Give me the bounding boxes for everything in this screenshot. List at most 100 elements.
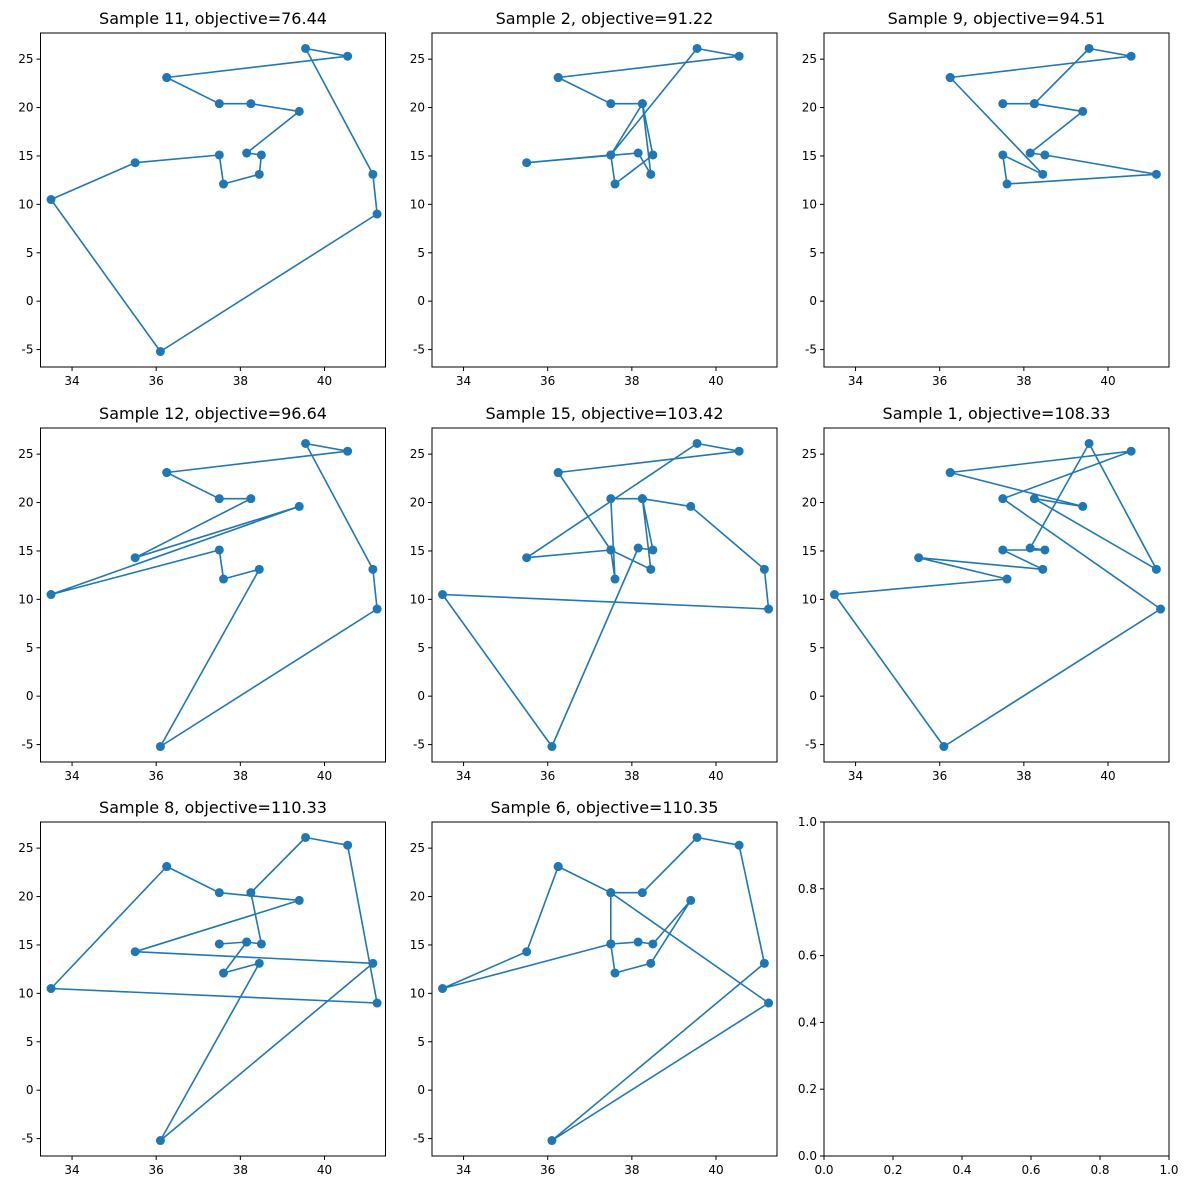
- axes-frame: [431, 821, 778, 1157]
- city-point: [214, 545, 224, 555]
- tour-path: [441, 836, 770, 1142]
- x-tick-label: 40: [317, 1163, 332, 1177]
- y-tick-label: 15: [410, 544, 425, 558]
- city-point: [1038, 564, 1048, 574]
- x-tick-label: 34: [456, 374, 471, 388]
- city-point: [830, 590, 840, 600]
- city-point: [343, 446, 353, 456]
- city-point: [610, 968, 620, 978]
- city-point: [734, 840, 744, 850]
- x-tick-label: 0.2: [883, 1163, 902, 1177]
- x-tick-label: 36: [540, 374, 555, 388]
- city-point: [646, 958, 656, 968]
- city-point: [1156, 604, 1166, 614]
- x-tick-label: 34: [64, 769, 79, 783]
- y-tick-label: 15: [18, 544, 33, 558]
- city-point: [214, 150, 224, 160]
- city-point: [254, 169, 264, 179]
- city-point: [764, 998, 774, 1008]
- y-tick-label: 0.4: [798, 1015, 817, 1029]
- tour-path: [949, 47, 1158, 185]
- city-point: [1126, 51, 1136, 61]
- city-point: [764, 604, 774, 614]
- city-point: [637, 888, 647, 898]
- axes-frame: [431, 32, 778, 368]
- city-point: [294, 106, 304, 116]
- city-point: [155, 347, 165, 357]
- y-tick-label: 25: [410, 52, 425, 66]
- city-point: [1078, 106, 1088, 116]
- city-point: [246, 888, 256, 898]
- city-point: [646, 169, 656, 179]
- city-point: [734, 51, 744, 61]
- panel-title: Sample 8, objective=110.33: [99, 798, 327, 817]
- city-point: [734, 446, 744, 456]
- city-point: [646, 564, 656, 574]
- city-point: [301, 43, 311, 53]
- city-point: [633, 148, 643, 158]
- subplot-5: Sample 15, objective=103.42 34 36 38 40 -5 0 5 1…: [410, 404, 778, 783]
- tour-path: [441, 442, 770, 748]
- axes-frame: [823, 821, 1170, 1157]
- x-tick-label: 34: [64, 1163, 79, 1177]
- city-point: [1078, 501, 1088, 511]
- city-point: [219, 968, 229, 978]
- city-point: [1025, 543, 1035, 553]
- y-tick-label: 5: [809, 246, 817, 260]
- y-tick-label: 20: [802, 496, 817, 510]
- y-tick-label: 25: [18, 447, 33, 461]
- y-tick-label: 20: [410, 101, 425, 115]
- city-point: [294, 501, 304, 511]
- city-point: [214, 888, 224, 898]
- city-point: [368, 169, 378, 179]
- city-point: [301, 438, 311, 448]
- city-point: [914, 553, 924, 563]
- x-tick-label: 38: [624, 1163, 639, 1177]
- city-point: [46, 984, 56, 994]
- y-tick-label: 10: [410, 592, 425, 606]
- subplot-6: Sample 1, objective=108.33 34 36 38 40 -5 0 5 10…: [802, 404, 1170, 783]
- y-tick-label: 0.2: [798, 1082, 817, 1096]
- city-point: [1002, 179, 1012, 189]
- subplot-7: Sample 8, objective=110.33 34 36 38 40 -5 0 5 10…: [18, 798, 386, 1177]
- y-tick-label: -5: [22, 738, 34, 752]
- y-tick-label: 0: [417, 689, 425, 703]
- y-tick-label: 10: [802, 197, 817, 211]
- city-point: [294, 895, 304, 905]
- x-tick-label: 38: [1016, 769, 1031, 783]
- city-point: [522, 158, 532, 168]
- city-point: [1126, 446, 1136, 456]
- axes-frame: [823, 427, 1170, 763]
- y-tick-label: 5: [26, 1035, 34, 1049]
- city-point: [438, 984, 448, 994]
- y-tick-label: -5: [22, 1132, 34, 1146]
- y-tick-label: -5: [413, 1132, 425, 1146]
- city-point: [246, 494, 256, 504]
- x-tick-label: 36: [932, 769, 947, 783]
- y-tick-label: 10: [410, 986, 425, 1000]
- city-point: [242, 937, 252, 947]
- y-tick-label: 5: [26, 641, 34, 655]
- city-point: [1151, 169, 1161, 179]
- city-point: [256, 939, 266, 949]
- x-tick-label: 38: [233, 374, 248, 388]
- city-point: [606, 939, 616, 949]
- y-tick-label: 5: [26, 246, 34, 260]
- x-tick-label: 34: [848, 374, 863, 388]
- city-point: [246, 99, 256, 109]
- y-tick-label: 0: [809, 294, 817, 308]
- city-point: [219, 179, 229, 189]
- city-point: [214, 939, 224, 949]
- x-tick-label: 40: [708, 769, 723, 783]
- y-tick-label: 0.8: [798, 882, 817, 896]
- y-tick-label: 20: [410, 496, 425, 510]
- x-tick-label: 0.8: [1090, 1163, 1109, 1177]
- city-point: [1029, 494, 1039, 504]
- city-point: [606, 494, 616, 504]
- city-point: [343, 51, 353, 61]
- city-point: [648, 150, 658, 160]
- x-tick-label: 36: [932, 374, 947, 388]
- city-point: [162, 73, 172, 83]
- city-point: [633, 937, 643, 947]
- x-tick-label: 36: [540, 1163, 555, 1177]
